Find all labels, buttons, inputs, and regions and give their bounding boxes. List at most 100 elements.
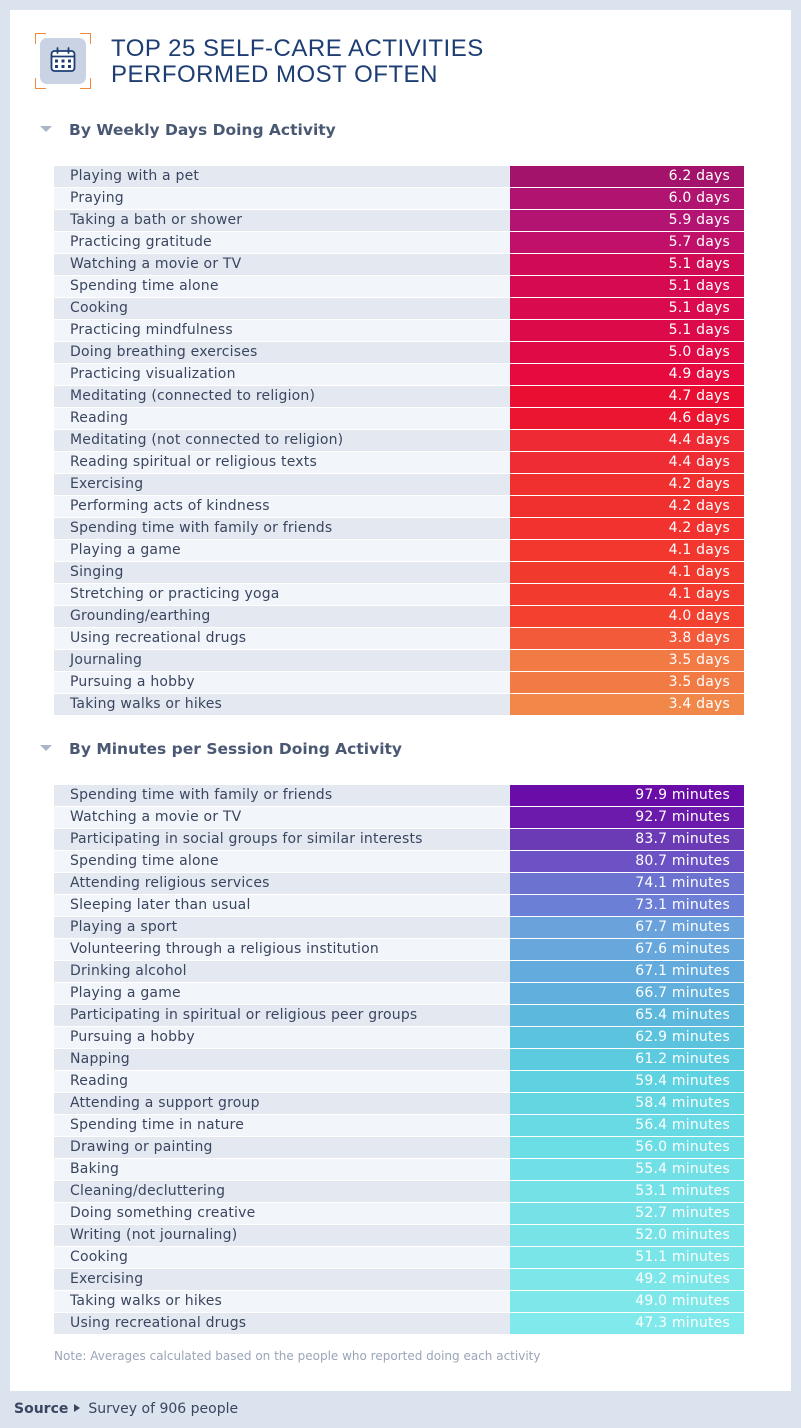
value-cell: 5.1 days [510,254,744,275]
value-number: 4.2 [668,476,692,492]
value-unit: days [696,300,730,316]
activity-label: Pursuing a hobby [54,1027,510,1048]
table-row: Spending time alone 80.7 minutes [54,851,744,873]
value-number: 4.1 [668,586,692,602]
value-unit: days [696,498,730,514]
value-unit: days [696,168,730,184]
calendar-icon [50,47,76,72]
value-cell: 3.8 days [510,628,744,649]
activity-label: Meditating (connected to religion) [54,386,510,407]
value-cell: 3.4 days [510,694,744,715]
value-cell: 6.0 days [510,188,744,209]
table-row: Cooking 51.1 minutes [54,1247,744,1269]
section-heading-days[interactable]: By Weekly Days Doing Activity [40,121,336,141]
value-unit: minutes [671,787,730,803]
table-row: Practicing visualization 4.9 days [54,364,744,386]
section-heading-minutes[interactable]: By Minutes per Session Doing Activity [40,740,402,760]
value-unit: minutes [671,831,730,847]
value-unit: minutes [671,1227,730,1243]
value-cell: 4.9 days [510,364,744,385]
value-cell: 4.4 days [510,430,744,451]
activity-label: Doing breathing exercises [54,342,510,363]
value-cell: 4.0 days [510,606,744,627]
source-label: Source [14,1401,69,1417]
value-unit: days [696,454,730,470]
value-cell: 3.5 days [510,650,744,671]
value-cell: 55.4 minutes [510,1159,744,1180]
activity-label: Stretching or practicing yoga [54,584,510,605]
title-line-1: TOP 25 SELF-CARE ACTIVITIES [111,35,484,62]
table-row: Spending time with family or friends 97.9… [54,785,744,807]
activity-label: Sleeping later than usual [54,895,510,916]
value-unit: days [696,520,730,536]
table-row: Attending a support group 58.4 minutes [54,1093,744,1115]
value-cell: 4.6 days [510,408,744,429]
table-row: Using recreational drugs 3.8 days [54,628,744,650]
value-number: 58.4 [635,1095,668,1111]
value-unit: minutes [671,1007,730,1023]
value-cell: 67.7 minutes [510,917,744,938]
value-unit: days [696,542,730,558]
value-number: 4.4 [668,454,692,470]
table-row: Playing a game 4.1 days [54,540,744,562]
value-unit: minutes [671,1205,730,1221]
value-cell: 53.1 minutes [510,1181,744,1202]
table-row: Attending religious services 74.1 minutes [54,873,744,895]
table-row: Drawing or painting 56.0 minutes [54,1137,744,1159]
value-cell: 6.2 days [510,166,744,187]
value-unit: days [696,322,730,338]
activity-label: Spending time alone [54,851,510,872]
value-unit: days [696,388,730,404]
value-unit: minutes [671,941,730,957]
activity-label: Praying [54,188,510,209]
activity-label: Cooking [54,1247,510,1268]
activity-label: Spending time in nature [54,1115,510,1136]
value-cell: 4.2 days [510,496,744,517]
table-row: Writing (not journaling) 52.0 minutes [54,1225,744,1247]
value-unit: days [696,190,730,206]
value-unit: days [696,630,730,646]
value-cell: 4.4 days [510,452,744,473]
value-cell: 52.7 minutes [510,1203,744,1224]
activity-label: Watching a movie or TV [54,254,510,275]
value-number: 66.7 [635,985,668,1001]
value-unit: minutes [671,897,730,913]
value-unit: days [696,674,730,690]
table-row: Practicing gratitude 5.7 days [54,232,744,254]
value-cell: 66.7 minutes [510,983,744,1004]
table-row: Participating in spiritual or religious … [54,1005,744,1027]
value-unit: minutes [671,1249,730,1265]
value-unit: minutes [671,1029,730,1045]
value-unit: days [696,586,730,602]
activity-label: Exercising [54,474,510,495]
table-row: Taking walks or hikes 3.4 days [54,694,744,716]
table-row: Taking walks or hikes 49.0 minutes [54,1291,744,1313]
table-row: Reading 59.4 minutes [54,1071,744,1093]
table-row: Performing acts of kindness 4.2 days [54,496,744,518]
value-cell: 4.1 days [510,540,744,561]
activity-label: Cleaning/decluttering [54,1181,510,1202]
value-cell: 61.2 minutes [510,1049,744,1070]
activity-label: Taking a bath or shower [54,210,510,231]
value-cell: 3.5 days [510,672,744,693]
value-number: 65.4 [635,1007,668,1023]
value-cell: 52.0 minutes [510,1225,744,1246]
value-cell: 49.2 minutes [510,1269,744,1290]
value-number: 61.2 [635,1051,668,1067]
activity-label: Watching a movie or TV [54,807,510,828]
value-number: 55.4 [635,1161,668,1177]
value-number: 4.2 [668,520,692,536]
activity-label: Drinking alcohol [54,961,510,982]
activity-label: Reading [54,1071,510,1092]
table-row: Singing 4.1 days [54,562,744,584]
value-cell: 5.0 days [510,342,744,363]
value-unit: days [696,410,730,426]
value-unit: days [696,608,730,624]
value-unit: days [696,212,730,228]
table-row: Meditating (connected to religion) 4.7 da… [54,386,744,408]
value-number: 47.3 [635,1315,668,1331]
value-number: 5.0 [668,344,692,360]
value-number: 59.4 [635,1073,668,1089]
title-line-2: PERFORMED MOST OFTEN [111,61,438,88]
value-number: 51.1 [635,1249,668,1265]
